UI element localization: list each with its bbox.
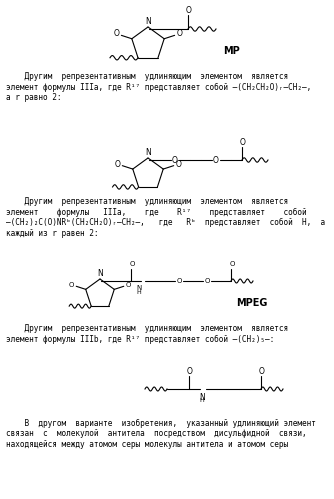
Text: O: O	[176, 29, 182, 38]
Text: Другим  репрезентативным  удлиняющим  элементом  является: Другим репрезентативным удлиняющим элеме…	[6, 197, 288, 206]
Text: –(CH₂)₂C(O)NRᵇ(CH₂CH₂O)ᵣ–CH₂–,   где   Rᵇ  представляет  собой  H,  а: –(CH₂)₂C(O)NRᵇ(CH₂CH₂O)ᵣ–CH₂–, где Rᵇ пр…	[6, 218, 325, 227]
Text: N: N	[145, 17, 151, 26]
Text: N: N	[199, 393, 205, 402]
Text: O: O	[175, 160, 181, 169]
Text: N: N	[97, 269, 103, 278]
Text: O: O	[229, 261, 235, 267]
Text: O: O	[69, 282, 74, 288]
Text: находящейся между атомом серы молекулы антитела и атомом серы: находящейся между атомом серы молекулы а…	[6, 440, 288, 449]
Text: каждый из r равен 2:: каждый из r равен 2:	[6, 229, 99, 238]
Text: В  другом  варианте  изобретения,  указанный удлиняющий элемент: В другом варианте изобретения, указанный…	[6, 419, 316, 428]
Text: O: O	[172, 156, 178, 165]
Text: O: O	[187, 366, 193, 376]
Text: O: O	[213, 156, 219, 165]
Text: элемент формулы IIIb, где R¹⁷ представляет собой –(CH₂)₅–:: элемент формулы IIIb, где R¹⁷ представля…	[6, 334, 274, 344]
Text: H: H	[200, 398, 204, 403]
Text: элемент формулы IIIa, где R¹⁷ представляет собой –(CH₂CH₂O)ᵣ–CH₂–,: элемент формулы IIIa, где R¹⁷ представля…	[6, 82, 311, 92]
Text: O: O	[259, 366, 265, 376]
Text: H: H	[137, 290, 141, 295]
Text: O: O	[176, 278, 182, 284]
Text: Другим  репрезентативным  удлиняющим  элементом  является: Другим репрезентативным удлиняющим элеме…	[6, 72, 288, 81]
Text: O: O	[186, 5, 192, 14]
Text: N: N	[136, 285, 142, 291]
Text: O: O	[115, 160, 121, 169]
Text: O: O	[129, 261, 135, 267]
Text: O: O	[114, 29, 120, 38]
Text: связан  с  молекулой  антитела  посредством  дисульфидной  связи,: связан с молекулой антитела посредством …	[6, 430, 307, 439]
Text: элемент    формулы   IIIa,    где    R¹⁷    представляет    собой: элемент формулы IIIa, где R¹⁷ представля…	[6, 208, 307, 217]
Text: O: O	[126, 282, 131, 288]
Text: Другим  репрезентативным  удлиняющим  элементом  является: Другим репрезентативным удлиняющим элеме…	[6, 324, 288, 333]
Text: MP: MP	[224, 46, 240, 56]
Text: N: N	[145, 148, 151, 157]
Text: O: O	[240, 138, 246, 147]
Text: а r равно 2:: а r равно 2:	[6, 93, 61, 102]
Text: MPEG: MPEG	[236, 298, 268, 308]
Text: O: O	[204, 278, 210, 284]
